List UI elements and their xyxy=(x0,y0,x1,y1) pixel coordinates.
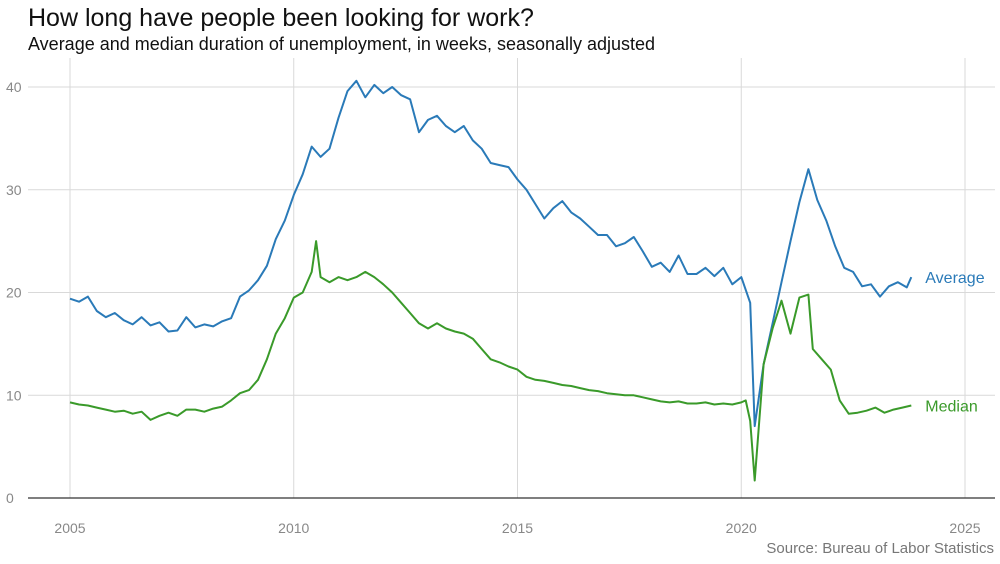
y-tick-label: 30 xyxy=(6,182,22,198)
series-label-average: Average xyxy=(925,270,984,287)
x-tick-label: 2010 xyxy=(278,520,309,536)
x-tick-label: 2005 xyxy=(54,520,85,536)
y-tick-label: 40 xyxy=(6,79,22,95)
y-tick-label: 20 xyxy=(6,285,22,301)
x-tick-label: 2020 xyxy=(726,520,757,536)
source-note: Source: Bureau of Labor Statistics xyxy=(766,540,994,557)
chart-title: How long have people been looking for wo… xyxy=(28,4,534,32)
y-tick-label: 0 xyxy=(6,490,14,506)
series-label-median: Median xyxy=(925,399,977,416)
y-tick-label: 10 xyxy=(6,387,22,403)
series-line-average xyxy=(69,79,913,428)
x-tick-label: 2015 xyxy=(502,520,533,536)
chart-subtitle: Average and median duration of unemploym… xyxy=(28,34,656,54)
x-tick-label: 2025 xyxy=(949,520,980,536)
series-line-median xyxy=(69,240,912,482)
